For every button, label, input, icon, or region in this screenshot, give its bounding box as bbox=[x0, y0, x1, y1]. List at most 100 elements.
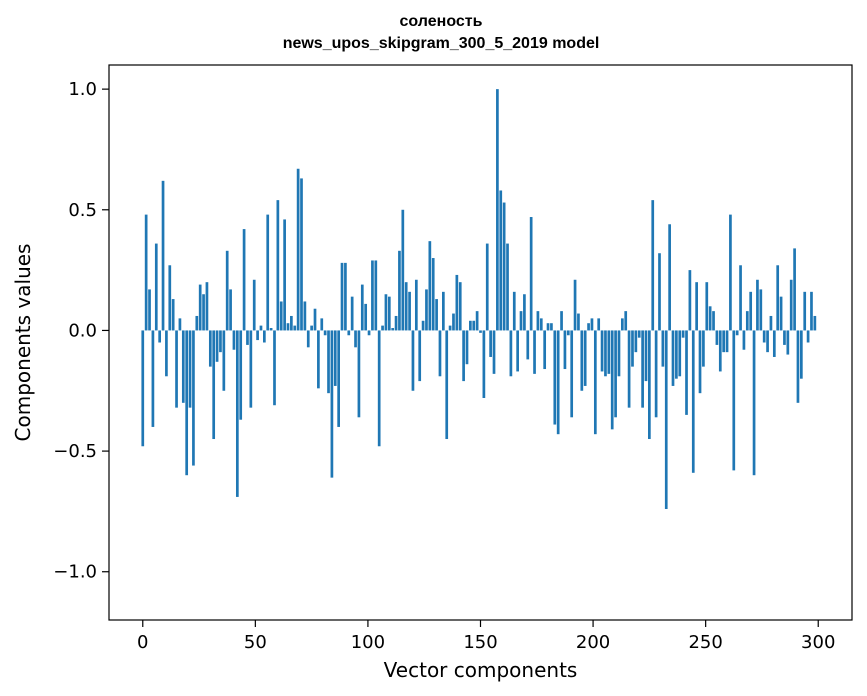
bar bbox=[722, 330, 726, 353]
bar bbox=[222, 330, 226, 391]
bar bbox=[431, 258, 435, 331]
bar bbox=[688, 270, 692, 331]
bar bbox=[320, 318, 324, 331]
bar bbox=[283, 219, 286, 331]
bar bbox=[789, 279, 793, 331]
bar bbox=[739, 265, 742, 331]
bar bbox=[539, 318, 543, 331]
bar bbox=[796, 330, 800, 403]
bar bbox=[374, 260, 378, 331]
bar bbox=[168, 265, 172, 331]
bar bbox=[259, 325, 263, 331]
bar bbox=[144, 214, 148, 331]
bar bbox=[408, 291, 411, 331]
bar bbox=[381, 325, 384, 331]
bar bbox=[306, 330, 310, 348]
bar bbox=[246, 330, 249, 345]
bar bbox=[300, 178, 303, 331]
bar bbox=[263, 330, 266, 343]
bar bbox=[678, 330, 682, 377]
bar bbox=[377, 330, 381, 447]
bar bbox=[556, 330, 560, 435]
bar bbox=[458, 282, 462, 331]
bar bbox=[455, 274, 459, 331]
bar bbox=[469, 320, 472, 331]
bar bbox=[181, 330, 185, 403]
chart-subtitle: news_upos_skipgram_300_5_2019 model bbox=[282, 35, 600, 52]
x-tick-label: 300 bbox=[801, 632, 835, 653]
bar bbox=[252, 279, 256, 331]
bar bbox=[290, 315, 293, 331]
bar bbox=[610, 330, 614, 430]
bar bbox=[367, 330, 371, 336]
bar bbox=[536, 311, 540, 331]
bar bbox=[533, 330, 536, 374]
bar bbox=[664, 330, 668, 509]
bar bbox=[708, 306, 712, 331]
bar bbox=[249, 330, 253, 408]
y-axis-label: Components values bbox=[11, 244, 35, 442]
bar bbox=[452, 313, 455, 331]
bar bbox=[384, 294, 388, 331]
bar bbox=[651, 200, 655, 331]
bar bbox=[404, 282, 408, 331]
bar bbox=[803, 291, 807, 331]
bar bbox=[151, 330, 155, 427]
bar bbox=[337, 330, 340, 427]
bar bbox=[185, 330, 189, 476]
bar bbox=[566, 330, 570, 336]
bar bbox=[398, 250, 401, 331]
bar bbox=[229, 289, 232, 331]
bar bbox=[570, 330, 574, 418]
bar bbox=[165, 330, 168, 377]
bar bbox=[360, 284, 364, 331]
bar bbox=[276, 200, 280, 331]
x-tick-label: 50 bbox=[244, 632, 267, 653]
bar bbox=[810, 291, 813, 331]
bar bbox=[762, 330, 766, 343]
bar bbox=[772, 330, 776, 357]
bar bbox=[256, 330, 259, 341]
bar bbox=[698, 330, 702, 394]
bar bbox=[573, 279, 577, 331]
bar bbox=[675, 330, 678, 379]
bar bbox=[725, 330, 729, 353]
bar bbox=[198, 284, 202, 331]
bar bbox=[806, 330, 810, 343]
bar bbox=[654, 330, 658, 418]
bar bbox=[550, 323, 553, 331]
bar bbox=[546, 323, 550, 331]
bar bbox=[347, 330, 351, 336]
bar bbox=[303, 301, 307, 331]
bar bbox=[293, 325, 297, 331]
bar bbox=[783, 330, 786, 345]
plot-frame bbox=[108, 64, 853, 621]
bar bbox=[526, 330, 530, 360]
y-tick-label: −1.0 bbox=[53, 562, 97, 583]
bar bbox=[465, 330, 469, 365]
bar bbox=[387, 296, 391, 331]
bar bbox=[499, 190, 503, 331]
bar bbox=[161, 180, 165, 331]
bar bbox=[779, 296, 783, 331]
bar bbox=[752, 330, 756, 476]
bar bbox=[296, 168, 300, 331]
bar bbox=[766, 330, 769, 353]
bar bbox=[442, 291, 445, 331]
bar bbox=[418, 330, 422, 382]
bar bbox=[269, 328, 273, 331]
bar bbox=[634, 330, 638, 353]
bar bbox=[202, 294, 205, 331]
bar bbox=[475, 311, 479, 331]
bar bbox=[371, 260, 374, 331]
bar bbox=[502, 202, 506, 331]
bar bbox=[600, 330, 604, 372]
bar bbox=[239, 330, 243, 420]
bar bbox=[529, 217, 533, 331]
bar bbox=[671, 330, 675, 386]
bar bbox=[691, 330, 695, 473]
bar bbox=[310, 325, 313, 331]
bar bbox=[279, 301, 283, 331]
bar bbox=[333, 330, 337, 386]
